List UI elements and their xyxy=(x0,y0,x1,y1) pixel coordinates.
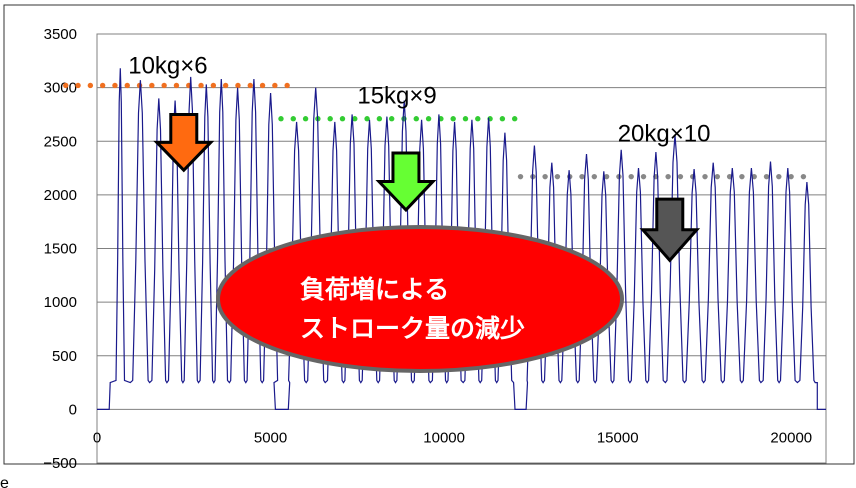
reference-dot xyxy=(665,173,671,180)
y-tick-label: 1500 xyxy=(44,241,77,258)
y-tick-label: −500 xyxy=(43,455,77,472)
x-axis: 0 5000 10000 15000 20000 xyxy=(93,429,812,446)
reference-dot xyxy=(75,82,81,89)
reference-dot xyxy=(788,173,794,180)
reference-dot xyxy=(272,82,278,89)
reference-dot xyxy=(763,173,770,180)
arrows xyxy=(153,112,701,263)
reference-dot xyxy=(259,82,266,89)
reference-dot xyxy=(112,82,118,89)
reference-dot xyxy=(511,116,518,122)
reference-dot xyxy=(161,82,167,89)
reference-dot xyxy=(603,173,610,180)
reference-dot xyxy=(376,116,383,122)
load-annotation: 10kg×6 xyxy=(128,53,207,80)
reference-dot xyxy=(284,82,290,89)
reference-dot xyxy=(554,173,561,180)
reference-dot xyxy=(702,173,708,180)
reference-dot xyxy=(542,173,548,180)
reference-dot xyxy=(290,116,296,122)
reference-dot xyxy=(210,82,217,89)
down-arrow xyxy=(375,151,437,213)
reference-lines xyxy=(63,82,807,180)
reference-dot xyxy=(800,173,807,180)
reference-dot xyxy=(450,116,456,122)
callout-line-1: 負荷増による xyxy=(300,275,449,304)
reference-dot xyxy=(278,116,284,122)
reference-dot xyxy=(124,82,130,89)
reference-dot xyxy=(579,173,585,180)
reference-dot xyxy=(776,173,782,180)
reference-dot xyxy=(739,173,745,180)
reference-dot xyxy=(677,173,684,180)
reference-dot xyxy=(628,173,634,180)
reference-dot xyxy=(517,173,524,180)
down-arrow xyxy=(639,197,701,263)
reference-dot xyxy=(425,116,432,122)
y-tick-label: 3000 xyxy=(44,80,77,97)
reference-dot xyxy=(475,116,481,122)
y-tick-label: 3500 xyxy=(44,26,77,43)
y-tick-label: 2000 xyxy=(44,187,77,204)
down-arrow xyxy=(153,112,215,173)
reference-dot xyxy=(591,173,598,180)
reference-dot xyxy=(63,82,69,89)
y-axis: −500 0 500 1000 1500 2000 2500 3000 3500 xyxy=(43,26,77,472)
reference-dot xyxy=(499,116,506,122)
reference-dot xyxy=(149,82,155,89)
callout-line-2: ストローク量の減少 xyxy=(300,314,525,343)
y-tick-label: 500 xyxy=(52,348,77,365)
reference-dot xyxy=(222,82,229,89)
x-tick-label: 15000 xyxy=(597,429,639,446)
reference-dot xyxy=(640,173,647,180)
reference-dot xyxy=(413,116,419,122)
load-annotation: 20kg×10 xyxy=(618,120,711,147)
reference-dot xyxy=(235,82,241,89)
reference-dot xyxy=(714,173,721,180)
reference-dot xyxy=(388,116,395,122)
reference-dot xyxy=(327,116,333,122)
reference-dot xyxy=(99,82,106,89)
reference-dot xyxy=(462,116,469,122)
reference-dot xyxy=(751,173,757,180)
x-tick-label: 20000 xyxy=(770,429,812,446)
corner-mark: e xyxy=(0,475,9,488)
reference-dot xyxy=(339,116,346,122)
reference-dot xyxy=(173,82,180,89)
x-tick-label: 5000 xyxy=(254,429,287,446)
y-tick-label: 0 xyxy=(69,401,77,418)
x-tick-label: 0 xyxy=(93,429,101,446)
reference-dot xyxy=(87,82,94,89)
annotations: 10kg×6 15kg×9 20kg×10 xyxy=(128,53,710,148)
series-line xyxy=(97,68,826,410)
plot-area xyxy=(96,33,827,464)
reference-dot xyxy=(302,116,309,122)
reference-dot xyxy=(247,82,253,89)
x-tick-label: 10000 xyxy=(423,429,465,446)
reference-dot xyxy=(352,116,358,122)
reference-dot xyxy=(198,82,204,89)
y-tick-label: 1000 xyxy=(44,294,77,311)
callout-ellipse xyxy=(216,225,624,373)
y-tick-label: 2500 xyxy=(44,133,77,150)
load-annotation: 15kg×9 xyxy=(357,83,436,110)
callout: 負荷増による ストローク量の減少 xyxy=(216,225,624,373)
reference-dot xyxy=(364,116,370,122)
